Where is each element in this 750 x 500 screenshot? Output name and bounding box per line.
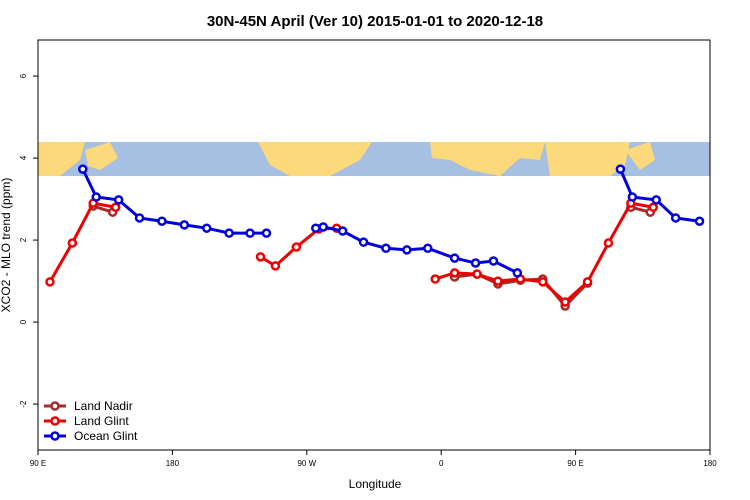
- point: [537, 277, 548, 287]
- chart-title: 30N-45N April (Ver 10) 2015-01-01 to 202…: [207, 13, 543, 30]
- y-tick-label: 6: [19, 73, 28, 78]
- legend-marker: [50, 431, 60, 441]
- point: [651, 195, 661, 205]
- point: [603, 238, 614, 248]
- point: [358, 237, 369, 247]
- series-line: [81, 168, 700, 275]
- x-tick-label: 90 E: [567, 459, 583, 468]
- point: [472, 269, 482, 279]
- y-axis-label: XCO2 - MLO trend (ppm): [0, 178, 13, 313]
- point: [560, 297, 570, 307]
- y-tick-label: 4: [19, 155, 28, 160]
- point: [381, 243, 391, 254]
- point: [67, 238, 78, 248]
- series-line: [92, 204, 651, 309]
- y-tick-label: 0: [19, 319, 28, 324]
- point: [694, 216, 705, 226]
- point: [430, 274, 440, 284]
- plot-frame: [37, 39, 711, 451]
- point: [201, 223, 212, 233]
- point: [470, 258, 481, 268]
- x-tick-label: 180: [166, 459, 180, 468]
- legend-marker: [50, 401, 60, 411]
- point: [449, 268, 460, 278]
- point: [402, 245, 412, 255]
- map-band: [38, 142, 710, 176]
- point: [423, 243, 433, 254]
- y-tick-label: -2: [19, 400, 28, 408]
- legend-label: Ocean Glint: [74, 429, 138, 443]
- point: [45, 277, 55, 287]
- point: [337, 226, 348, 236]
- point: [291, 242, 302, 252]
- x-tick-label: 180: [703, 459, 717, 468]
- point: [615, 164, 626, 174]
- point: [134, 213, 145, 223]
- point: [179, 220, 190, 230]
- point: [157, 216, 167, 226]
- point: [110, 202, 121, 213]
- point: [261, 228, 272, 238]
- point: [627, 192, 638, 202]
- point: [270, 261, 281, 271]
- x-tick-label: 90 W: [297, 459, 316, 468]
- x-tick-label: 90 E: [30, 459, 46, 468]
- point: [91, 192, 101, 202]
- point: [255, 252, 266, 262]
- point: [224, 228, 234, 238]
- point: [318, 222, 328, 232]
- point: [648, 202, 659, 213]
- point: [245, 228, 255, 238]
- x-axis-label: Longitude: [349, 477, 402, 491]
- legend-label: Land Glint: [74, 414, 129, 428]
- point: [670, 213, 681, 223]
- point: [582, 277, 593, 287]
- point: [449, 253, 460, 263]
- legend-marker: [50, 416, 60, 426]
- point: [488, 256, 499, 266]
- legend-label: Land Nadir: [74, 399, 133, 413]
- point: [512, 268, 523, 278]
- x-tick-label: 0: [439, 459, 444, 468]
- point: [311, 223, 321, 233]
- y-tick-label: 2: [19, 237, 28, 242]
- point: [78, 164, 88, 174]
- point: [113, 195, 124, 205]
- point: [493, 276, 503, 286]
